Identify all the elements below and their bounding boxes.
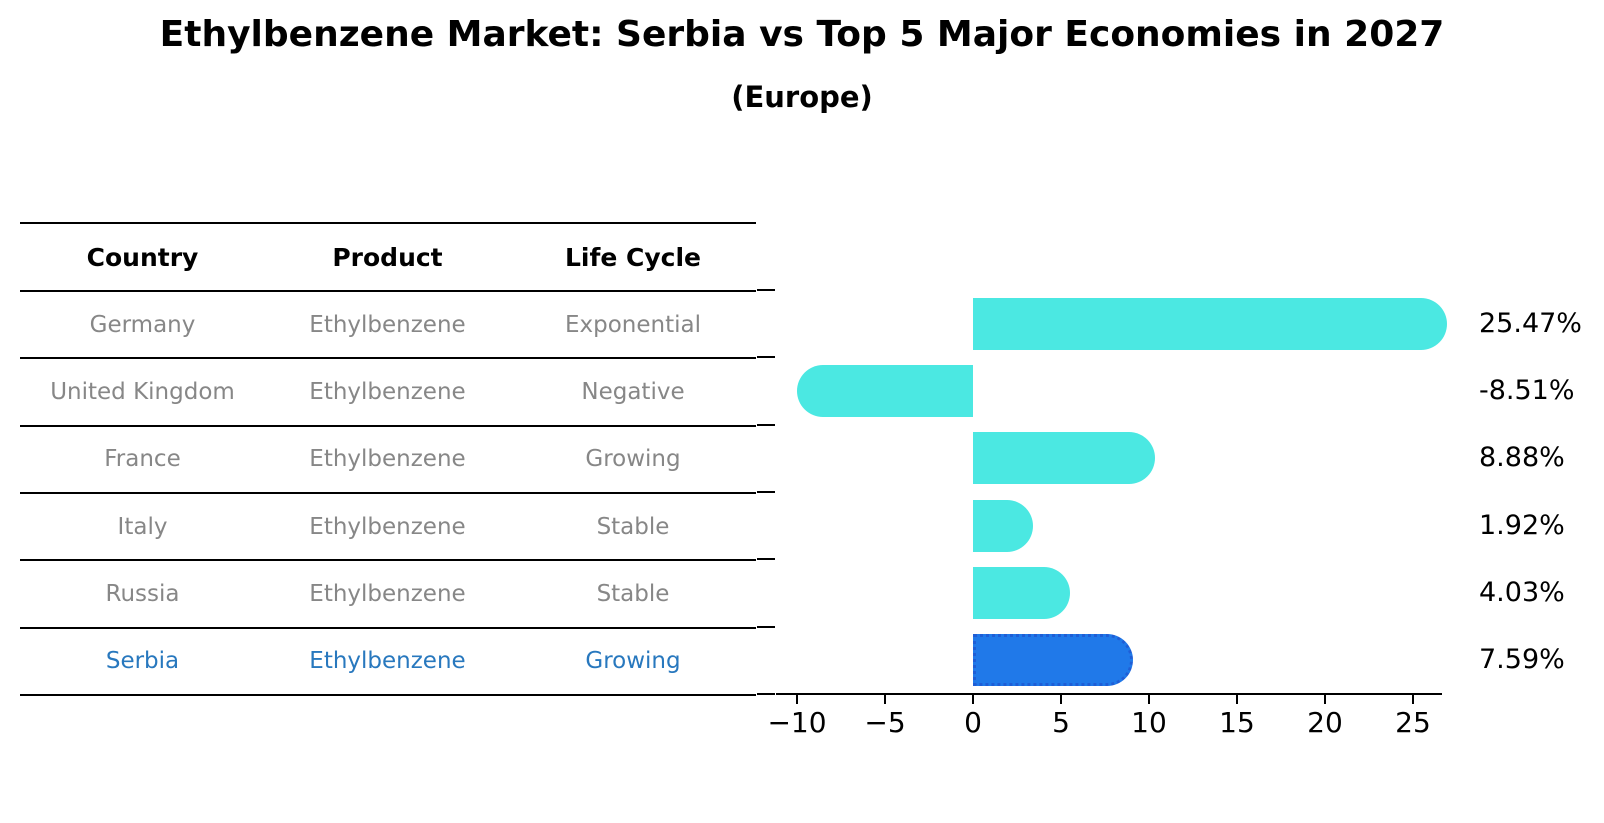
x-axis-tick-label: 0 [964,706,982,739]
y-axis-tick [757,423,775,426]
cell-country: France [104,446,181,473]
x-axis-tick [884,695,886,704]
x-axis-tick-label: −5 [864,706,906,739]
header-life-cycle: Life Cycle [564,242,702,272]
y-axis-tick [757,558,775,561]
chart-title: Ethylbenzene Market: Serbia vs Top 5 Maj… [159,14,1445,55]
table-row-russia: Russia Ethylbenzene Stable [20,561,756,629]
cell-life-cycle: Stable [596,580,670,607]
x-axis-tick-label: 20 [1307,706,1343,739]
header-product: Product [332,242,443,272]
x-axis-line [776,693,1442,695]
value-label-italy: 1.92% [1479,509,1565,541]
table-row-united-kingdom: United Kingdom Ethylbenzene Negative [20,359,756,427]
y-axis-tick [757,490,775,493]
x-axis-tick [796,695,798,704]
x-axis-tick [972,695,974,704]
value-label-france: 8.88% [1479,442,1565,474]
table-row-france: France Ethylbenzene Growing [20,427,756,494]
x-axis-tick [1148,695,1150,704]
cell-life-cycle: Growing [585,648,681,675]
x-axis-tick-label: 10 [1131,706,1167,739]
x-axis-tick-label: 5 [1052,706,1070,739]
table-header-row: Country Product Life Cycle [20,224,756,292]
bar-united-kingdom [797,364,973,417]
cell-life-cycle: Negative [581,378,685,405]
x-axis-tick-label: 25 [1395,706,1431,739]
bar-italy [973,499,1033,552]
bar-serbia [973,634,1133,687]
x-axis-tick-label: 15 [1219,706,1255,739]
cell-product: Ethylbenzene [309,311,466,338]
x-axis-tick [1324,695,1326,704]
bar-russia [973,566,1070,619]
x-axis-tick [1060,695,1062,704]
value-label-united-kingdom: -8.51% [1479,374,1575,406]
cell-life-cycle: Growing [585,446,681,473]
cell-country: Italy [117,513,168,540]
cell-life-cycle: Exponential [564,311,701,338]
y-axis-tick [757,356,775,359]
cell-product: Ethylbenzene [309,580,466,607]
cell-country: United Kingdom [50,378,235,405]
value-label-serbia: 7.59% [1479,644,1565,676]
cell-country: Russia [105,580,180,607]
cell-product: Ethylbenzene [309,446,466,473]
bar-germany [973,297,1448,350]
table-row-germany: Germany Ethylbenzene Exponential [20,292,756,360]
y-axis-tick [757,289,775,291]
bar-france [973,432,1156,485]
cell-country: Serbia [105,648,180,675]
y-axis-tick [757,692,775,695]
value-label-russia: 4.03% [1479,576,1565,608]
x-axis-tick [1412,695,1414,704]
table-row-italy: Italy Ethylbenzene Stable [20,494,756,562]
value-label-germany: 25.47% [1479,307,1582,339]
x-axis-tick-label: −10 [767,706,827,739]
cell-product: Ethylbenzene [309,378,466,405]
cell-life-cycle: Stable [596,513,670,540]
cell-product: Ethylbenzene [309,648,466,675]
country-table: Country Product Life Cycle Germany Ethylbenz… [20,222,756,696]
x-axis-tick [1236,695,1238,704]
cell-country: Germany [89,311,196,338]
chart-subtitle: (Europe) [731,80,873,114]
header-country: Country [86,242,199,272]
y-axis-tick [757,625,775,628]
cell-product: Ethylbenzene [309,513,466,540]
table-row-serbia: Serbia Ethylbenzene Growing [20,629,756,696]
